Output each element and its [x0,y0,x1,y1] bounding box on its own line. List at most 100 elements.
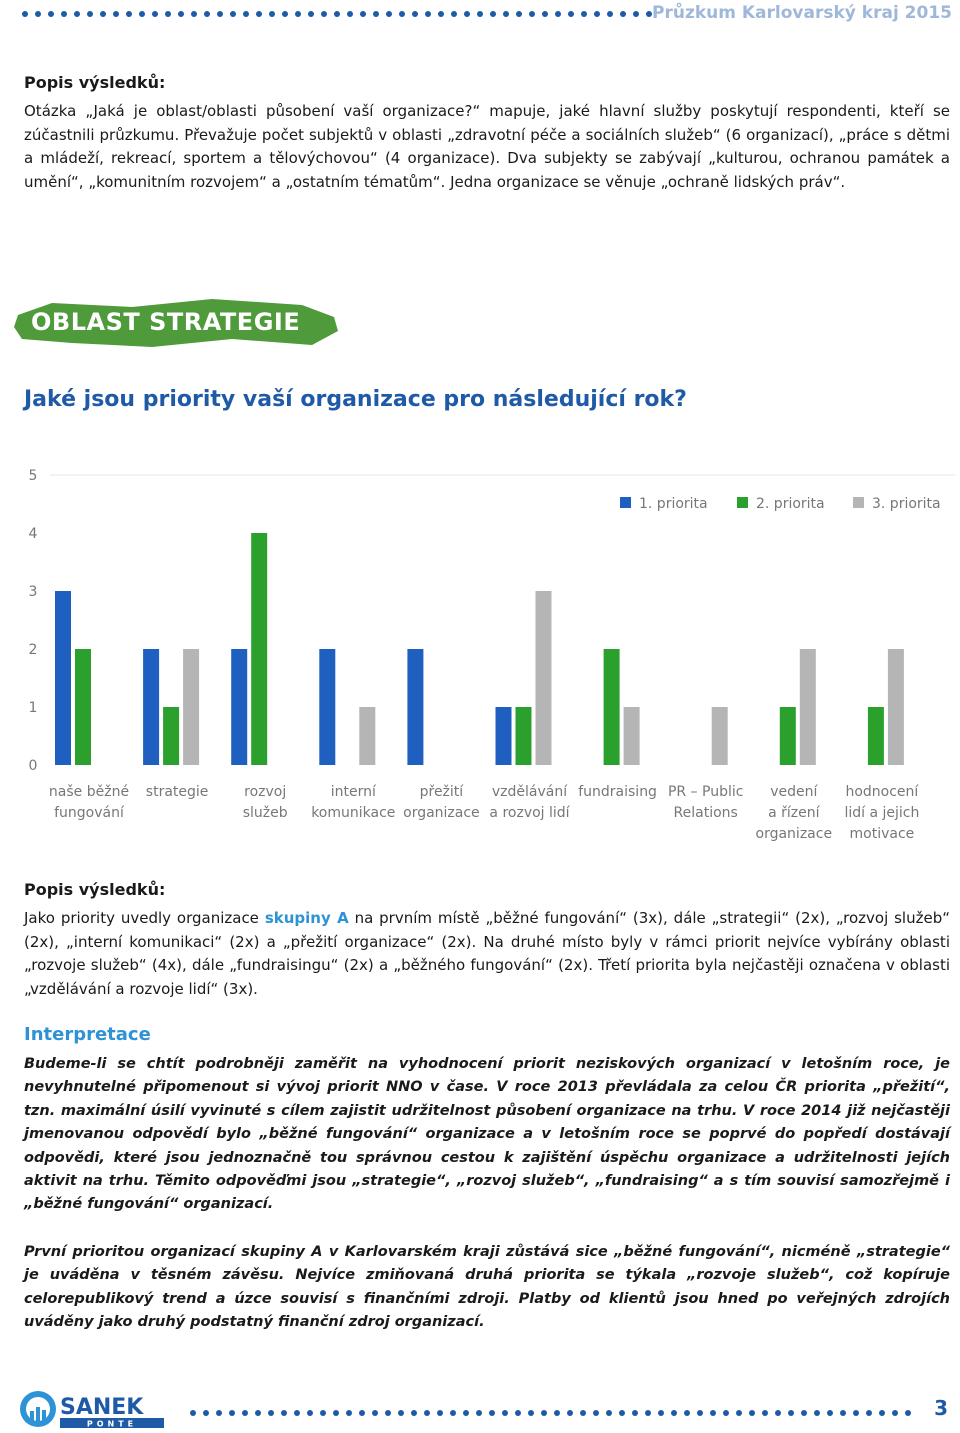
rule-dot [658,1410,664,1416]
x-category-label: organizace [403,805,480,821]
rule-dot [645,1410,651,1416]
rule-dot [321,11,327,17]
rule-dot [827,1410,833,1416]
rule-dot [100,11,106,17]
rule-dot [489,1410,495,1416]
results-text-after: na prvním místě „běžné fungování“ (3x), … [24,909,951,998]
rule-dot [502,1410,508,1416]
rule-dot [619,1410,625,1416]
bar-1-priority [55,591,71,765]
rule-dot [294,1410,300,1416]
results-paragraph: Otázka „Jaká je oblast/oblasti působení … [24,102,950,191]
header-title: Průzkum Karlovarský kraj 2015 [652,3,952,23]
rule-dot [632,1410,638,1416]
rule-dot [347,11,353,17]
bar-2-priority [251,533,268,765]
rule-dot [879,1410,885,1416]
rule-dot [541,1410,547,1416]
rule-dot [282,11,288,17]
rule-dot [333,1410,339,1416]
rule-dot [542,11,548,17]
x-category-label: a řízení [768,805,821,821]
rule-dot [606,1410,612,1416]
sanek-logo: SANEK PONTE [20,1391,164,1429]
rule-dot [788,1410,794,1416]
bar-3-priority [535,591,552,765]
rule-dot [775,1410,781,1416]
x-category-label: interní [331,784,377,800]
interpretation-paragraph-1: Budeme-li se chtít podrobněji zaměřit na… [24,1056,950,1213]
rule-dot [307,1410,313,1416]
interpretation-heading: Interpretace [24,1024,151,1045]
rule-dot [516,11,522,17]
section-banner [14,299,338,347]
x-category-label: komunikace [311,805,395,821]
rule-dot [35,11,41,17]
chart-question: Jaké jsou priority vaší organizace pro n… [24,387,687,412]
rule-dot [360,11,366,17]
rule-dot [594,11,600,17]
rule-dot [671,1410,677,1416]
logo-text: SANEK [60,1395,144,1420]
y-tick-label: 4 [29,526,38,542]
rule-dot [113,11,119,17]
x-category-label: lidí a jejich [844,805,919,821]
bar-1-priority [407,649,424,765]
group-a-highlight: skupiny A [264,909,349,927]
x-category-label: přežití [420,784,465,800]
rule-dot [165,11,171,17]
results-heading: Popis výsledků: [24,73,166,92]
bar-1-priority [495,707,512,765]
page-number: 3 [934,1396,948,1420]
rule-dot [580,1410,586,1416]
rule-dot [243,11,249,17]
rule-dot [22,11,28,17]
x-category-label: fundraising [578,784,657,800]
y-tick-label: 5 [29,468,38,484]
x-category-label: strategie [146,784,209,800]
x-category-label: Relations [674,805,738,821]
bar-2-priority [163,707,180,765]
rule-dot [736,1410,742,1416]
bar-1-priority [319,649,336,765]
rule-dot [723,1410,729,1416]
rule-dot [425,11,431,17]
results-text-before: Jako priority uvedly organizace [24,909,265,927]
rule-dot [152,11,158,17]
footer-dot-rule [190,1410,920,1416]
rule-dot [463,1410,469,1416]
rule-dot [503,11,509,17]
rule-dot [190,1410,196,1416]
rule-dot [762,1410,768,1416]
rule-dot [295,11,301,17]
x-category-label: a rozvoj lidí [489,805,570,821]
rule-dot [464,11,470,17]
rule-dot [555,11,561,17]
rule-dot [646,11,652,17]
rule-dot [268,1410,274,1416]
rule-dot [61,11,67,17]
x-category-label: naše běžné [49,784,129,800]
rule-dot [814,1410,820,1416]
rule-dot [801,1410,807,1416]
rule-dot [412,11,418,17]
rule-dot [568,11,574,17]
rule-dot [178,11,184,17]
rule-dot [398,1410,404,1416]
y-tick-label: 1 [29,700,38,716]
bar-3-priority [359,707,376,765]
priority-bar-chart: 0 1 2 3 4 5 naše běžné fungování strategie rozvo… [29,468,955,842]
rule-dot [203,1410,209,1416]
x-category-label: rozvoj [244,784,286,800]
rule-dot [269,11,275,17]
rule-dot [710,1410,716,1416]
rule-dot [450,1410,456,1416]
rule-dot [216,1410,222,1416]
rule-dot [620,11,626,17]
x-category-label: hodnocení [845,784,919,800]
bar-2-priority [75,649,91,765]
legend-label: 3. priorita [872,496,941,512]
rule-dot [308,11,314,17]
rule-dot [229,1410,235,1416]
legend-swatch [853,497,864,508]
